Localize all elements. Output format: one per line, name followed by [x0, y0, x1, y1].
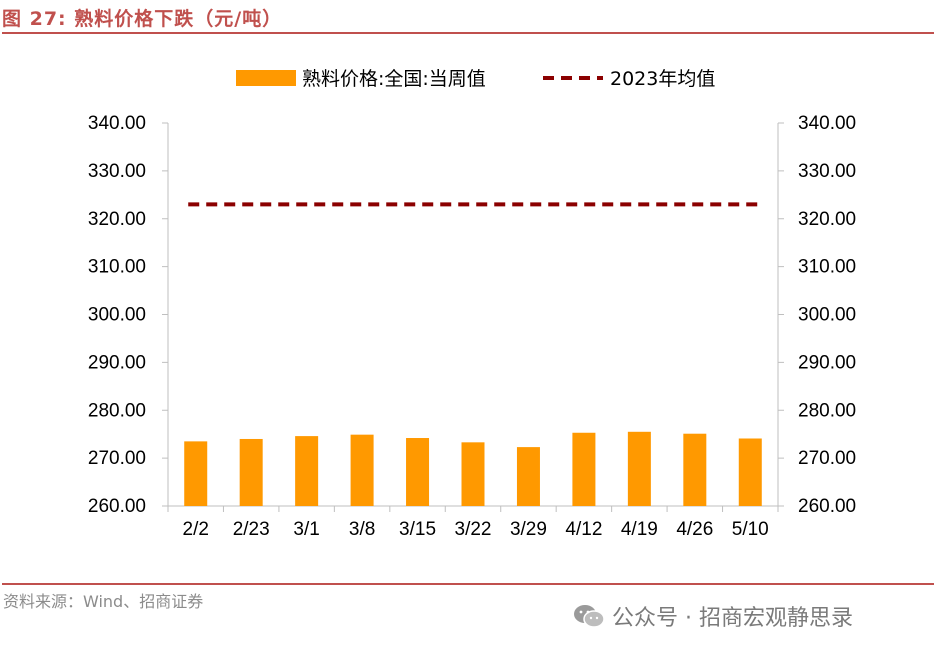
source-note: 资料来源：Wind、招商证券 — [3, 592, 204, 611]
y-tick-label-left: 290.00 — [88, 352, 146, 373]
bar — [683, 433, 707, 506]
bar — [738, 438, 762, 506]
watermark: 公众号 · 招商宏观静思录 — [572, 600, 853, 632]
bar — [406, 438, 430, 506]
bar — [572, 432, 596, 506]
x-tick-label: 2/2 — [183, 519, 209, 540]
y-tick-label-right: 300.00 — [798, 305, 856, 326]
x-tick-label: 3/15 — [399, 519, 436, 540]
chart: 熟料价格:全国:当周值 2023年均值 260.00 260.00 270.00 270… — [88, 68, 856, 540]
x-tick-label: 2/23 — [233, 519, 270, 540]
footer-divider — [2, 583, 934, 585]
y-tick-label-left: 280.00 — [88, 400, 146, 421]
legend-swatch-bars — [236, 70, 296, 86]
watermark-text: 公众号 · 招商宏观静思录 — [612, 606, 853, 631]
x-tick-label: 4/12 — [565, 519, 602, 540]
y-tick-label-right: 330.00 — [798, 161, 856, 182]
y-tick-label-left: 320.00 — [88, 209, 146, 230]
x-tick-label: 3/1 — [293, 519, 319, 540]
y-tick-label-left: 260.00 — [88, 496, 146, 517]
x-tick-label: 4/26 — [676, 519, 713, 540]
bar — [627, 431, 651, 506]
figure-title: 图 27: 熟料价格下跌（元/吨） — [2, 8, 283, 30]
x-tick-label: 4/19 — [621, 519, 658, 540]
legend-label-bars: 熟料价格:全国:当周值 — [302, 68, 486, 90]
bar — [461, 442, 485, 506]
marks — [184, 202, 762, 506]
y-tick-label-left: 310.00 — [88, 257, 146, 278]
title-divider — [2, 32, 934, 34]
x-tick-label: 3/22 — [455, 519, 492, 540]
y-tick-label-right: 310.00 — [798, 257, 856, 278]
y-tick-label-right: 320.00 — [798, 209, 856, 230]
legend-label-average: 2023年均值 — [610, 68, 715, 90]
y-tick-label-left: 270.00 — [88, 448, 146, 469]
bar — [295, 436, 319, 506]
bar — [184, 441, 208, 506]
bar — [239, 438, 263, 506]
y-tick-label-right: 270.00 — [798, 448, 856, 469]
wechat-icon — [574, 605, 605, 628]
bar — [350, 434, 374, 506]
bar — [516, 447, 540, 506]
y-tick-label-right: 280.00 — [798, 400, 856, 421]
y-tick-label-left: 340.00 — [88, 113, 146, 134]
y-tick-label-left: 300.00 — [88, 305, 146, 326]
x-tick-label: 3/8 — [349, 519, 375, 540]
axes: 260.00 260.00 270.00 270.00 280.00 280.00 290.… — [88, 113, 856, 540]
y-tick-label-right: 260.00 — [798, 496, 856, 517]
x-tick-label: 3/29 — [510, 519, 547, 540]
legend: 熟料价格:全国:当周值 2023年均值 — [236, 68, 715, 90]
y-tick-label-right: 290.00 — [798, 352, 856, 373]
x-tick-label: 5/10 — [732, 519, 769, 540]
y-tick-label-left: 330.00 — [88, 161, 146, 182]
y-tick-label-right: 340.00 — [798, 113, 856, 134]
